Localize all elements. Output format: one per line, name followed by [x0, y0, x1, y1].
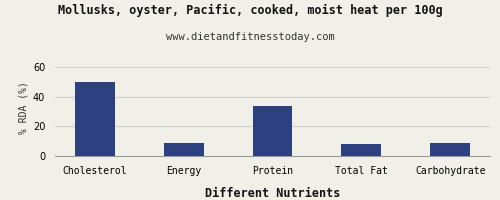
- Text: Mollusks, oyster, Pacific, cooked, moist heat per 100g: Mollusks, oyster, Pacific, cooked, moist…: [58, 4, 442, 17]
- Bar: [342, 144, 382, 156]
- Bar: [164, 143, 203, 156]
- X-axis label: Different Nutrients: Different Nutrients: [205, 187, 340, 200]
- Bar: [252, 106, 292, 156]
- Text: www.dietandfitnesstoday.com: www.dietandfitnesstoday.com: [166, 32, 334, 42]
- Bar: [75, 82, 115, 156]
- Y-axis label: % RDA (%): % RDA (%): [18, 82, 28, 134]
- Bar: [430, 143, 470, 156]
